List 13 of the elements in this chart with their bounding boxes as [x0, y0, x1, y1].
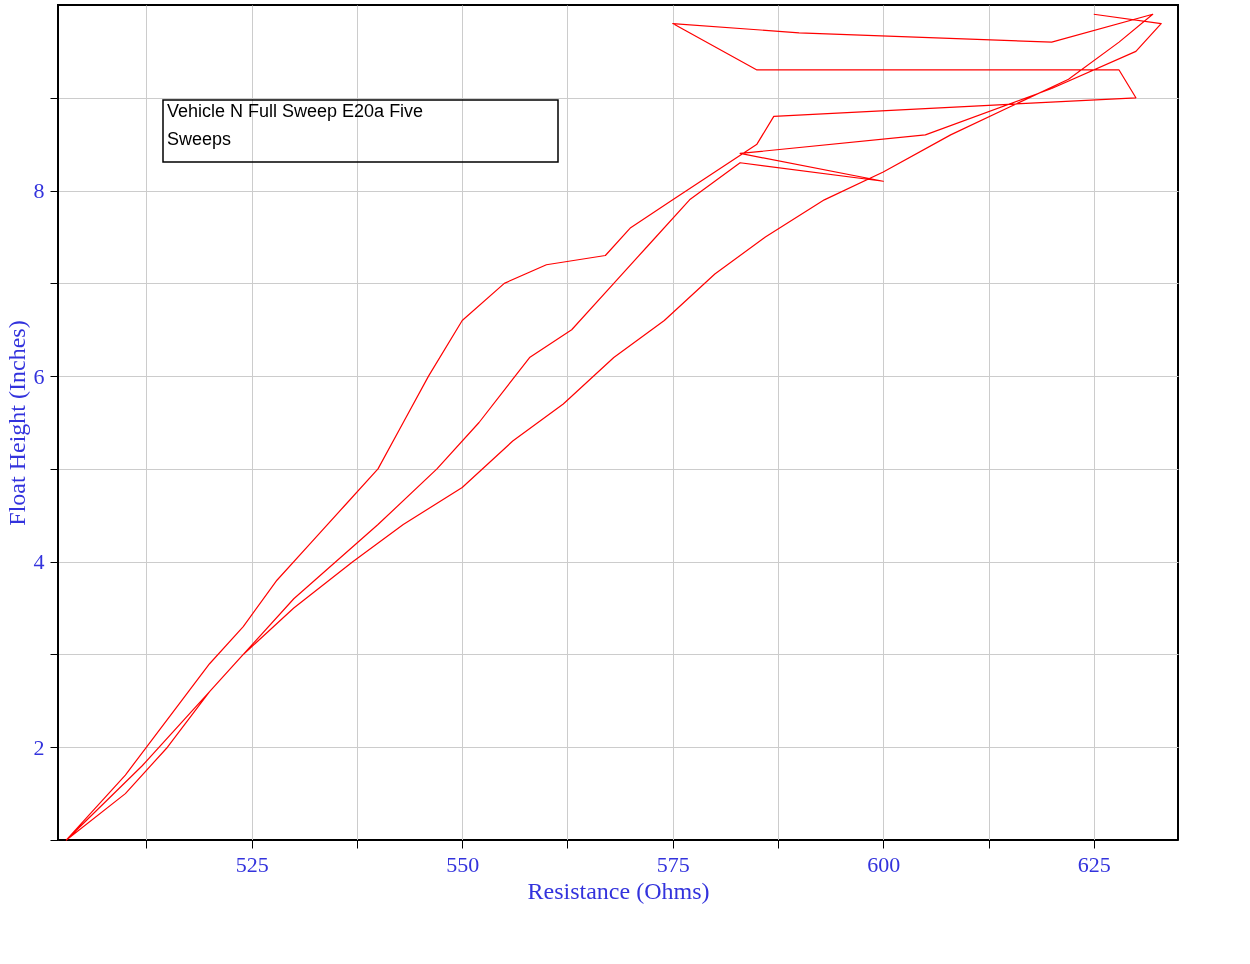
x-tick-label: 550 [446, 851, 480, 877]
x-tick-label: 600 [867, 851, 901, 877]
x-axis-title: Resistance (Ohms) [527, 877, 710, 904]
y-tick-label: 2 [33, 734, 45, 760]
y-tick-label: 8 [33, 178, 45, 204]
x-tick-label: 625 [1077, 851, 1111, 877]
y-tick-label: 4 [33, 549, 45, 575]
y-axis-title: Float Height (Inches) [3, 320, 30, 526]
x-tick-label: 575 [656, 851, 690, 877]
line-series [65, 13, 1162, 841]
x-tick-label: 525 [235, 851, 269, 877]
annotation: Vehicle N Full Sweep E20a Five Sweeps [167, 101, 424, 149]
y-tick-label: 6 [33, 363, 45, 389]
